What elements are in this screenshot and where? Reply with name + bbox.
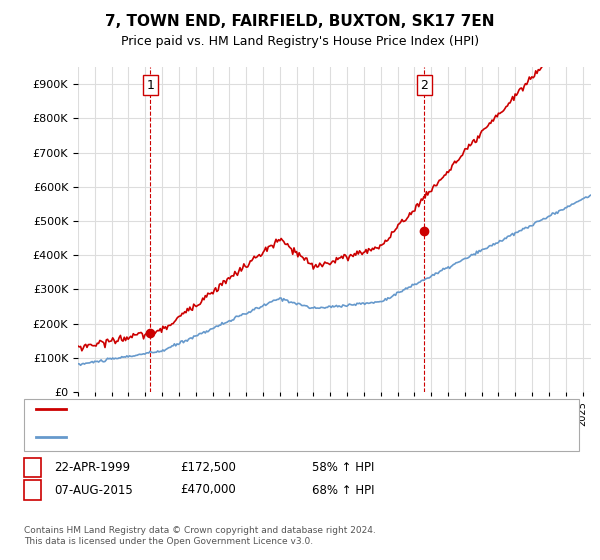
- Text: 2: 2: [421, 78, 428, 92]
- Text: Price paid vs. HM Land Registry's House Price Index (HPI): Price paid vs. HM Land Registry's House …: [121, 35, 479, 48]
- Text: HPI: Average price, detached house, High Peak: HPI: Average price, detached house, High…: [72, 432, 317, 442]
- Text: Contains HM Land Registry data © Crown copyright and database right 2024.
This d: Contains HM Land Registry data © Crown c…: [24, 526, 376, 546]
- Text: 68% ↑ HPI: 68% ↑ HPI: [312, 483, 374, 497]
- Text: 22-APR-1999: 22-APR-1999: [54, 461, 130, 474]
- Text: 1: 1: [146, 78, 154, 92]
- Text: 07-AUG-2015: 07-AUG-2015: [54, 483, 133, 497]
- Text: £172,500: £172,500: [180, 461, 236, 474]
- Text: 58% ↑ HPI: 58% ↑ HPI: [312, 461, 374, 474]
- Text: 7, TOWN END, FAIRFIELD, BUXTON, SK17 7EN: 7, TOWN END, FAIRFIELD, BUXTON, SK17 7EN: [105, 14, 495, 29]
- Text: 2: 2: [28, 483, 37, 497]
- Text: £470,000: £470,000: [180, 483, 236, 497]
- Text: 7, TOWN END, FAIRFIELD, BUXTON, SK17 7EN (detached house): 7, TOWN END, FAIRFIELD, BUXTON, SK17 7EN…: [72, 404, 404, 414]
- Text: 1: 1: [28, 461, 37, 474]
